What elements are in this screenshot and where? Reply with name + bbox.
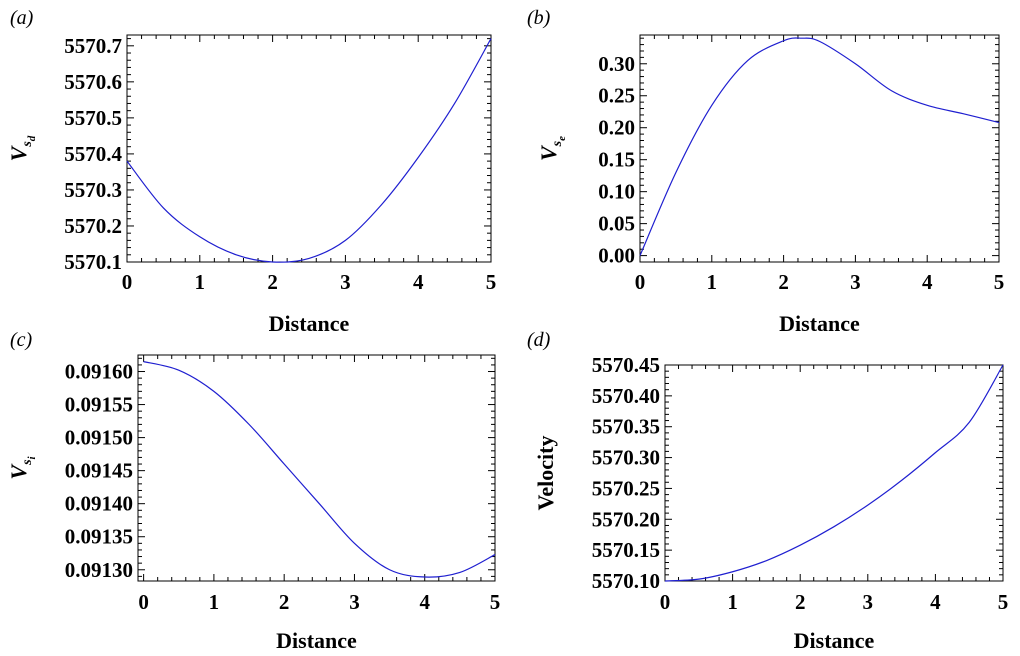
x-tick-label: 1 <box>727 590 738 614</box>
panel-label: (a) <box>10 7 34 29</box>
y-tick-label: 5570.45 <box>592 353 660 377</box>
y-tick-label: 0.09140 <box>65 492 133 516</box>
y-axis-title: Vse <box>536 136 568 161</box>
x-tick-label: 0 <box>635 270 646 294</box>
y-tick-label: 0.00 <box>598 244 635 268</box>
plot-frame <box>664 364 1004 582</box>
x-tick-label: 1 <box>707 270 718 294</box>
panel-label: (b) <box>527 7 551 29</box>
y-tick-label: 0.09145 <box>65 459 133 483</box>
y-tick-label: 0.30 <box>598 52 635 76</box>
x-tick-label: 2 <box>279 590 290 614</box>
y-tick-label: 0.10 <box>598 180 635 204</box>
x-tick-label: 0 <box>122 270 133 294</box>
y-tick-label: 5570.3 <box>64 178 122 202</box>
x-tick-label: 0 <box>660 590 671 614</box>
y-tick-label: 5570.10 <box>592 569 660 593</box>
x-tick-label: 0 <box>138 590 149 614</box>
x-tick-label: 3 <box>340 270 351 294</box>
series-line <box>664 364 1004 582</box>
y-tick-label: 0.09135 <box>65 525 133 549</box>
y-tick-label: 5570.4 <box>64 142 122 166</box>
x-tick-label: 4 <box>922 270 933 294</box>
y-tick-label: 5570.35 <box>592 415 660 439</box>
series-line <box>126 38 492 263</box>
x-tick-label: 5 <box>490 590 501 614</box>
x-tick-label: 5 <box>998 590 1009 614</box>
plot-frame <box>639 34 1000 263</box>
y-tick-label: 5570.40 <box>592 384 660 408</box>
x-tick-label: 4 <box>413 270 424 294</box>
y-tick-label: 5570.6 <box>64 70 122 94</box>
y-tick-label: 0.09160 <box>65 360 133 384</box>
x-tick-label: 2 <box>778 270 789 294</box>
x-tick-label: 2 <box>267 270 278 294</box>
series-line <box>143 361 496 578</box>
y-tick-label: 0.20 <box>598 116 635 140</box>
panel-d: (d) 0 1 2 3 4 5 5570.10 5570.15 5570.20 5570.25 557… <box>527 329 1008 653</box>
x-tick-label: 3 <box>863 590 874 614</box>
y-tick-label: 5570.5 <box>64 106 122 130</box>
y-tick-label: 5570.1 <box>64 250 122 274</box>
y-tick-label: 5570.7 <box>64 34 122 58</box>
y-tick-label: 0.09150 <box>65 426 133 450</box>
y-tick-label: 5570.25 <box>592 476 660 500</box>
panel-label: (c) <box>10 329 33 351</box>
y-axis-title: Velocity <box>533 436 558 511</box>
y-tick-label: 5570.30 <box>592 446 660 470</box>
y-tick-label: 0.09130 <box>65 558 133 582</box>
panel-b: (b) 0 1 2 3 4 5 0.00 0.05 0.10 0.15 0.20 0.25 0.30 Dis… <box>527 7 1004 336</box>
x-tick-label: 1 <box>209 590 220 614</box>
x-tick-label: 4 <box>419 590 430 614</box>
x-tick-label: 4 <box>930 590 941 614</box>
x-axis-title: Distance <box>276 628 357 653</box>
x-tick-label: 3 <box>850 270 861 294</box>
y-tick-label: 5570.15 <box>592 538 660 562</box>
x-axis-title: Distance <box>794 628 875 653</box>
panel-label: (d) <box>527 329 551 351</box>
y-tick-label: 0.05 <box>598 212 635 236</box>
y-axis-title: Vsd <box>6 135 38 161</box>
plot-frame <box>137 354 496 582</box>
plot-frame <box>126 34 492 263</box>
x-tick-label: 1 <box>195 270 206 294</box>
y-tick-label: 0.09155 <box>65 393 133 417</box>
x-tick-label: 5 <box>486 270 497 294</box>
y-tick-label: 5570.2 <box>64 214 122 238</box>
x-axis-title: Distance <box>779 311 860 336</box>
x-axis-title: Distance <box>269 311 350 336</box>
y-tick-label: 0.15 <box>598 148 635 172</box>
x-tick-label: 3 <box>349 590 360 614</box>
y-axis-title: Vsi <box>6 455 38 479</box>
series-line <box>639 37 1000 256</box>
x-tick-label: 2 <box>795 590 806 614</box>
panel-c: (c) 0 1 2 3 4 5 0.09130 0.09135 0.09140 0.09145 0.0… <box>6 329 500 653</box>
x-tick-label: 5 <box>994 270 1005 294</box>
panel-a: (a) 0 1 2 3 4 5 5570.1 5570.2 5570.3 5570.4 5570.5 5… <box>6 7 496 336</box>
y-tick-label: 0.25 <box>598 84 635 108</box>
y-tick-label: 5570.20 <box>592 507 660 531</box>
